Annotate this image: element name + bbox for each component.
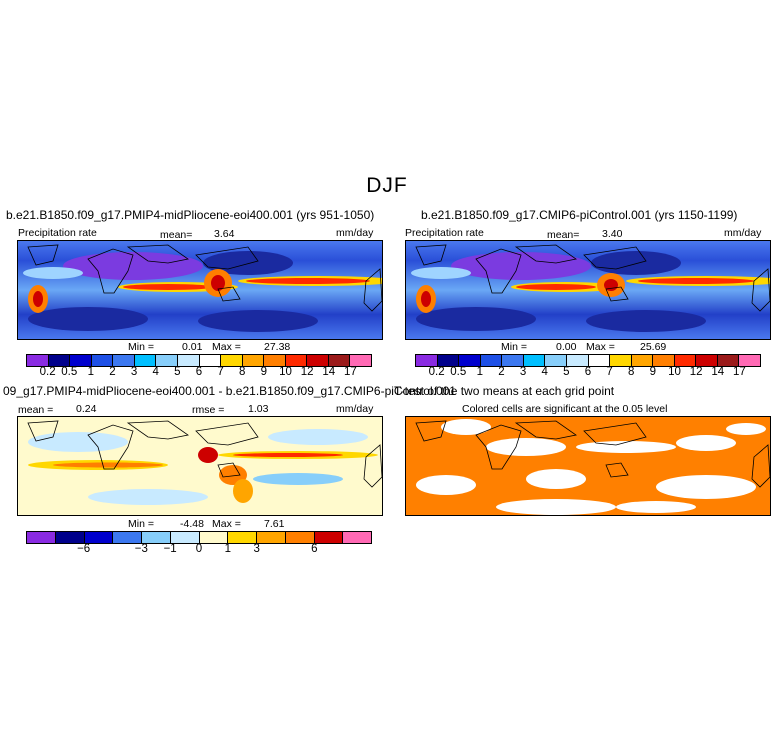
top-right-map-svg — [406, 241, 770, 339]
colorbar-tick-label: −1 — [163, 543, 177, 555]
top-right-field-label: Precipitation rate — [405, 227, 484, 239]
season-title: DJF — [366, 174, 408, 197]
top-left-max-label: Max = — [212, 341, 241, 353]
bottom-left-rmse-value: 1.03 — [248, 403, 269, 415]
colorbar-tick-label: 6 — [584, 366, 592, 378]
colorbar-tick-label: 14 — [322, 366, 336, 378]
colorbar-tick-label: 0.2 — [39, 366, 56, 378]
top-right-map — [405, 240, 771, 340]
top-left-map-svg — [18, 241, 382, 339]
bottom-left-mean-value: 0.24 — [76, 403, 97, 415]
colorbar-tick-label: 5 — [563, 366, 570, 378]
bottom-left-colorbar — [26, 531, 372, 544]
bottom-left-min-value: -4.48 — [180, 518, 204, 530]
top-left-field-label: Precipitation rate — [18, 227, 97, 239]
colorbar-tick-label: 3 — [130, 366, 138, 378]
colorbar-tick-label: 9 — [649, 366, 657, 378]
top-left-case-title: b.e21.B1850.f09_g17.PMIP4-midPliocene-eo… — [6, 208, 375, 222]
top-right-max-label: Max = — [586, 341, 615, 353]
colorbar-tick-label: −3 — [134, 543, 148, 555]
colorbar-tick-label: 3 — [519, 366, 527, 378]
colorbar-tick-label: 1 — [224, 543, 232, 555]
top-right-max-value: 25.69 — [640, 341, 667, 353]
bottom-right-map-svg — [406, 417, 770, 515]
bottom-left-rmse-label: rmse = — [192, 404, 225, 416]
colorbar-tick-label: 17 — [343, 366, 357, 378]
colorbar-tick-label: 2 — [498, 366, 505, 378]
bottom-right-note: Colored cells are significant at the 0.0… — [462, 403, 668, 415]
top-left-min-value: 0.01 — [182, 341, 203, 353]
colorbar-tick-label: 12 — [300, 366, 314, 378]
top-right-colorbar — [415, 354, 761, 367]
bottom-left-max-label: Max = — [212, 518, 241, 530]
colorbar-tick-label: 0 — [195, 543, 203, 555]
top-left-min-label: Min = — [128, 341, 154, 353]
bottom-right-case-title: T-test of the two means at each grid poi… — [394, 384, 615, 398]
bottom-left-map — [17, 416, 383, 516]
colorbar-tick-label: 3 — [253, 543, 260, 555]
colorbar-tick-label: 10 — [279, 366, 292, 378]
bottom-left-case-title: 09_g17.PMIP4-midPliocene-eoi400.001 - b.… — [3, 384, 456, 398]
bottom-left-mean-label: mean = — [18, 404, 54, 416]
top-left-max-value: 27.38 — [264, 341, 291, 353]
colorbar-tick-label: 6 — [311, 543, 318, 555]
colorbar-tick-label: 5 — [174, 366, 181, 378]
colorbar-tick-label: 0.5 — [61, 366, 78, 378]
colorbar-tick-label: 17 — [732, 366, 746, 378]
colorbar-tick-label: 10 — [668, 366, 681, 378]
top-right-min-value: 0.00 — [556, 341, 577, 353]
colorbar-tick-label: 1 — [476, 366, 484, 378]
colorbar-tick-label: 4 — [152, 366, 159, 378]
top-left-map — [17, 240, 383, 340]
top-left-mean-value: 3.64 — [214, 228, 235, 240]
bottom-left-max-value: 7.61 — [264, 518, 285, 530]
bottom-left-units: mm/day — [336, 403, 374, 415]
top-right-units: mm/day — [724, 227, 762, 239]
colorbar-tick-label: 7 — [606, 366, 613, 378]
top-right-min-label: Min = — [501, 341, 527, 353]
top-left-mean-label: mean= — [160, 229, 193, 241]
top-left-colorbar — [26, 354, 372, 367]
colorbar-tick-label: 6 — [195, 366, 203, 378]
colorbar-tick-label: 0.5 — [450, 366, 467, 378]
bottom-left-map-svg — [18, 417, 382, 515]
colorbar-tick-label: 14 — [711, 366, 725, 378]
top-right-case-title: b.e21.B1850.f09_g17.CMIP6-piControl.001 … — [421, 208, 738, 222]
colorbar-tick-label: 12 — [689, 366, 703, 378]
colorbar-tick-label: −6 — [77, 543, 91, 555]
colorbar-tick-label: 2 — [109, 366, 116, 378]
top-left-units: mm/day — [336, 227, 374, 239]
colorbar-tick-label: 4 — [541, 366, 548, 378]
top-right-mean-label: mean= — [547, 229, 580, 241]
colorbar-tick-label: 0.2 — [428, 366, 445, 378]
colorbar-tick-label: 8 — [239, 366, 246, 378]
colorbar-tick-label: 8 — [628, 366, 635, 378]
top-right-mean-value: 3.40 — [602, 228, 623, 240]
bottom-right-map — [405, 416, 771, 516]
colorbar-tick-label: 9 — [260, 366, 268, 378]
bottom-left-min-label: Min = — [128, 518, 154, 530]
colorbar-tick-label: 7 — [217, 366, 224, 378]
colorbar-tick-label: 1 — [87, 366, 95, 378]
